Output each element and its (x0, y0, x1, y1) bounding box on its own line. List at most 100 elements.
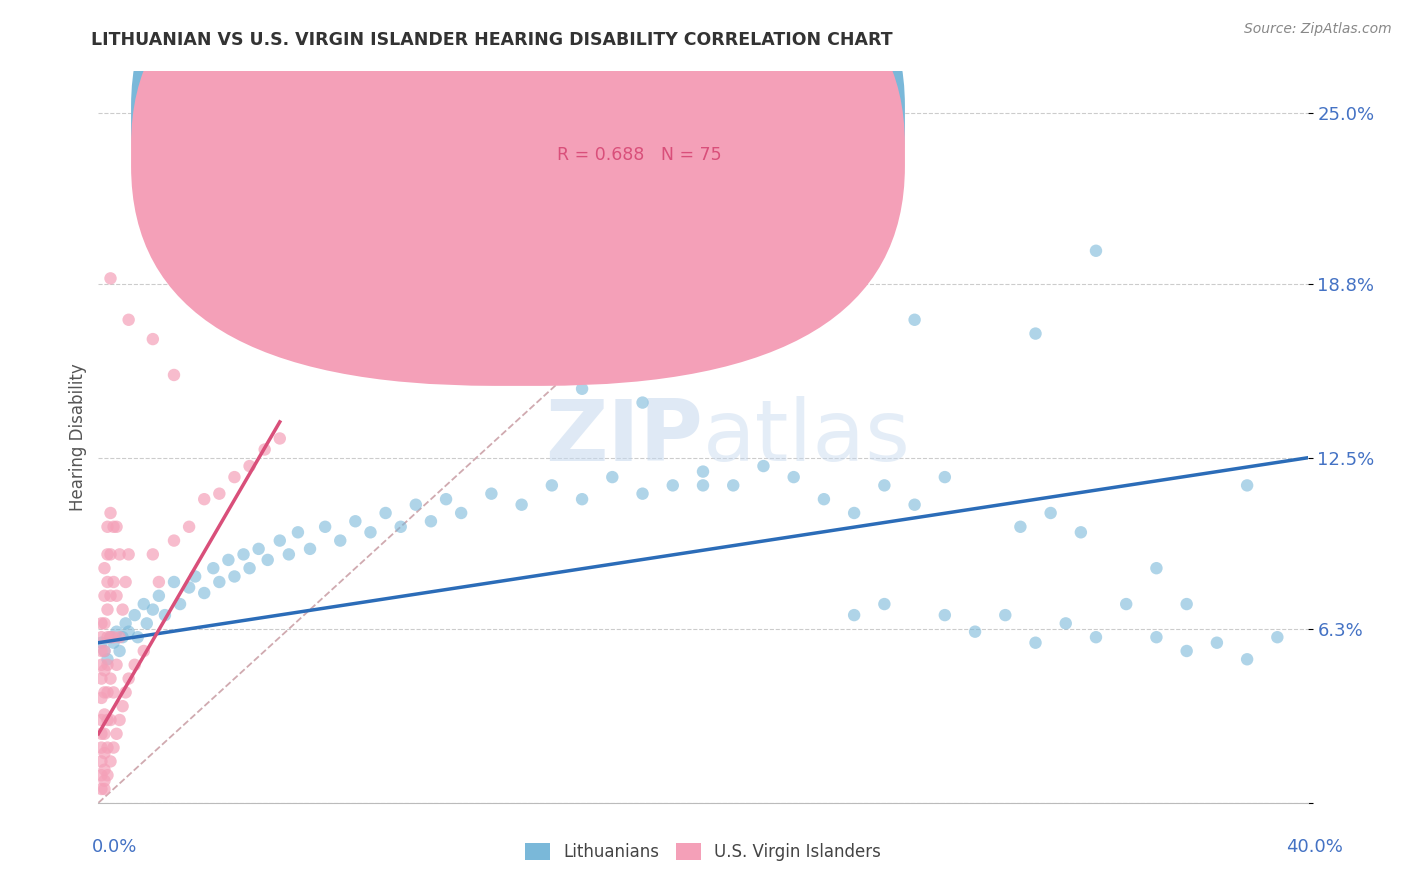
Point (247, 541, 270, 556)
Point (142, 602, 165, 616)
Point (96, 630, 118, 644)
Point (873, 597, 896, 611)
Point (90, 630, 112, 644)
Point (103, 636, 125, 650)
Point (90, 616, 112, 631)
Point (90, 672, 112, 686)
Point (692, 478, 714, 492)
Point (329, 533, 352, 548)
Point (93, 727, 115, 741)
Point (93, 707, 115, 722)
Point (103, 574, 125, 589)
Point (132, 644, 155, 658)
Point (239, 458, 262, 473)
Point (132, 597, 155, 611)
Point (873, 478, 896, 492)
Point (813, 266, 835, 280)
Point (105, 657, 128, 672)
Point (631, 486, 654, 500)
Point (256, 553, 278, 567)
Point (114, 616, 136, 631)
Point (450, 506, 472, 520)
Point (1144, 630, 1167, 644)
Point (90, 727, 112, 741)
Point (108, 713, 131, 727)
Point (100, 589, 122, 603)
Point (405, 498, 427, 512)
Point (96, 602, 118, 616)
Point (994, 608, 1017, 623)
Point (287, 525, 309, 540)
Point (179, 520, 201, 534)
Point (105, 520, 128, 534)
Point (105, 727, 128, 741)
Point (844, 506, 866, 520)
Point (118, 548, 141, 562)
Point (111, 602, 134, 616)
Point (389, 520, 412, 534)
Point (96, 713, 118, 727)
FancyBboxPatch shape (131, 0, 905, 347)
FancyBboxPatch shape (131, 0, 905, 386)
Point (661, 478, 683, 492)
Point (269, 533, 291, 548)
Point (96, 685, 118, 699)
Point (420, 514, 443, 528)
Point (100, 713, 122, 727)
Point (93, 663, 115, 677)
Point (277, 548, 299, 562)
Point (90, 740, 112, 755)
Point (111, 630, 134, 644)
Point (510, 498, 533, 512)
Point (1144, 561, 1167, 575)
Point (90, 782, 112, 797)
Point (1267, 630, 1289, 644)
Point (253, 442, 276, 457)
Point (692, 465, 714, 479)
Point (93, 561, 115, 575)
Point (1024, 636, 1046, 650)
Point (631, 395, 654, 409)
Point (105, 624, 128, 639)
Point (153, 608, 176, 623)
Point (108, 630, 131, 644)
Legend: Lithuanians, U.S. Virgin Islanders: Lithuanians, U.S. Virgin Islanders (519, 836, 887, 868)
Point (100, 630, 122, 644)
Point (124, 608, 146, 623)
Point (90, 690, 112, 705)
Point (783, 470, 806, 484)
Point (93, 746, 115, 760)
Point (100, 672, 122, 686)
Point (111, 699, 134, 714)
FancyBboxPatch shape (467, 78, 848, 185)
Point (148, 574, 170, 589)
Point (904, 498, 927, 512)
Point (103, 630, 125, 644)
Point (1054, 616, 1077, 631)
Point (202, 561, 225, 575)
Point (90, 768, 112, 782)
Point (217, 553, 239, 567)
Point (114, 574, 136, 589)
Point (96, 657, 118, 672)
Point (96, 652, 118, 666)
Point (179, 581, 201, 595)
Point (96, 574, 118, 589)
Point (193, 586, 215, 600)
Point (1085, 630, 1108, 644)
Point (100, 755, 122, 769)
Point (148, 589, 170, 603)
Point (965, 624, 987, 639)
Point (1115, 597, 1137, 611)
Point (100, 506, 122, 520)
Point (93, 685, 115, 699)
Point (124, 657, 146, 672)
Point (540, 478, 562, 492)
Point (118, 672, 141, 686)
Point (100, 548, 122, 562)
Point (93, 616, 115, 631)
Point (813, 492, 835, 507)
Point (208, 486, 231, 500)
Point (142, 548, 165, 562)
Y-axis label: Hearing Disability: Hearing Disability (69, 363, 87, 511)
